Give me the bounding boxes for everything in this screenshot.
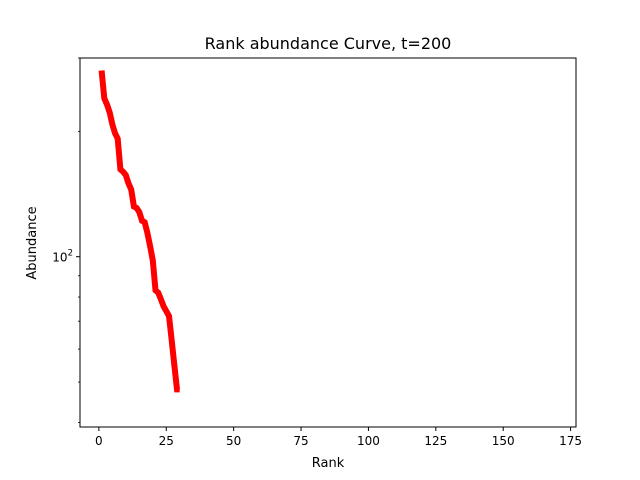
y-tick-base: 10 [52,251,67,265]
y-axis-label: Abundance [25,206,40,279]
x-axis-label: Rank [312,456,345,471]
x-tick-label: 100 [357,434,380,448]
y-axis-ticks: 102 [52,57,80,423]
x-tick-label: 50 [226,434,241,448]
y-tick-exponent: 2 [68,249,73,259]
x-tick-label: 75 [293,434,308,448]
x-tick-label: 125 [424,434,447,448]
x-tick-label: 150 [492,434,515,448]
plot-frame [79,57,577,428]
x-tick-label: 25 [159,434,174,448]
x-tick-label: 175 [559,434,582,448]
x-tick-label: 0 [95,434,103,448]
x-axis-ticks: 0 25 50 75 100 125 150 175 [95,427,582,448]
chart-title: Rank abundance Curve, t=200 [205,34,452,53]
y-tick-label: 102 [52,249,73,265]
abundance-line [98,70,180,393]
